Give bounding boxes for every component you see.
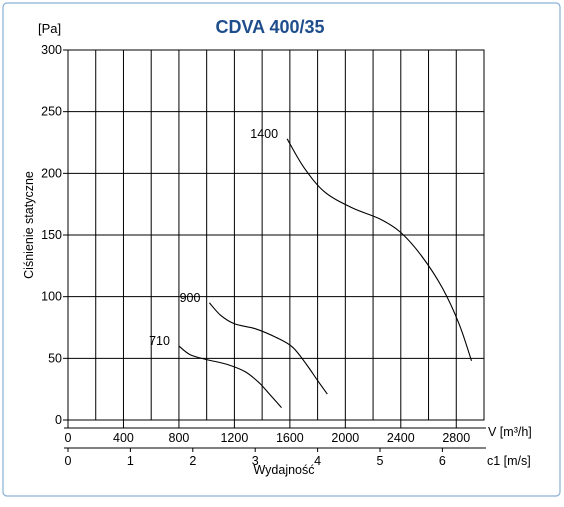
y-tick-label: 300: [41, 43, 62, 57]
x2-tick-label: 1: [127, 454, 134, 468]
x-axis-unit-primary: V [m³/h]: [488, 425, 532, 439]
x-axis-label: Wydajność: [253, 463, 314, 477]
curve-1400: [286, 138, 473, 361]
y-tick-label: 250: [41, 105, 62, 119]
y-tick-label: 200: [41, 166, 62, 180]
x2-tick-label: 6: [439, 454, 446, 468]
x-tick-label: 0: [65, 431, 72, 445]
x-tick-label: 1200: [220, 431, 248, 445]
x2-tick-label: 5: [377, 454, 384, 468]
y-tick-label: 150: [41, 228, 62, 242]
curve-label-900: 900: [180, 291, 201, 305]
curves: 1400 900 710: [149, 127, 473, 409]
x2-tick-label: 3: [252, 454, 259, 468]
y-tick-label: 100: [41, 290, 62, 304]
x-tick-label: 1600: [276, 431, 304, 445]
curve-label-1400: 1400: [250, 127, 278, 141]
x-tick-label: 400: [113, 431, 134, 445]
curve-900: [208, 302, 328, 395]
x-tick-label: 2400: [387, 431, 415, 445]
x-tick-label: 2000: [331, 431, 359, 445]
x2-tick-label: 2: [189, 454, 196, 468]
y-axis-label: Ciśnienie statyczne: [22, 171, 36, 279]
x2-tick-label: 0: [65, 454, 72, 468]
curve-710: [178, 345, 282, 409]
x-tick-label: 2800: [442, 431, 470, 445]
y-tick-label: 50: [48, 351, 62, 365]
axes: [63, 49, 486, 452]
outer-border: [2, 2, 561, 497]
y-tick-label: 0: [55, 413, 62, 427]
x-tick-label: 800: [169, 431, 190, 445]
x-axis-unit-secondary: c1 [m/s]: [487, 454, 531, 468]
x2-tick-label: 4: [314, 454, 321, 468]
curve-label-710: 710: [149, 334, 170, 348]
chart-title: CDVA 400/35: [215, 17, 324, 37]
grid: [67, 49, 485, 421]
y-axis-unit: [Pa]: [38, 21, 61, 36]
